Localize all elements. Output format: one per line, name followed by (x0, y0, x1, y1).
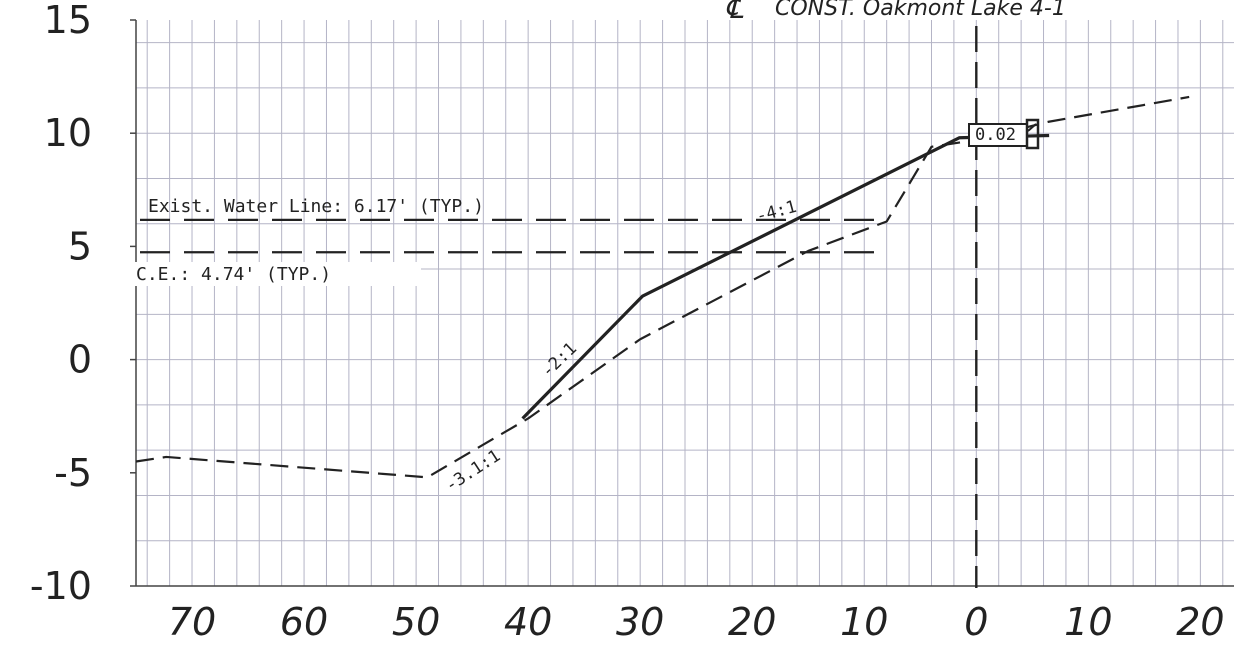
y-tick-label: 5 (68, 224, 92, 268)
slope-label-0-02: 0.02 (975, 125, 1016, 145)
x-tick-label: 70 (168, 600, 216, 644)
x-tick-label: 10 (840, 600, 888, 644)
x-tick-label: 20 (728, 600, 776, 644)
structure-marker-slash (1027, 123, 1037, 132)
y-tick-label: -5 (54, 451, 92, 495)
water-line-label: Exist. Water Line: 6.17' (TYP.) (148, 196, 484, 217)
x-tick-label: 60 (280, 600, 328, 644)
y-tick-label: 0 (68, 338, 92, 382)
x-tick-label: 20 (1176, 600, 1224, 644)
axes (130, 19, 1234, 587)
chart-title: CONST. Oakmont Lake 4-1 (775, 0, 1066, 21)
y-tick-label: -10 (30, 564, 92, 608)
grid (136, 20, 1234, 587)
reference-lines (140, 26, 978, 588)
x-tick-label: 10 (1064, 600, 1112, 644)
x-tick-label: 40 (504, 600, 552, 644)
x-tick-label: 50 (392, 600, 440, 644)
x-tick-label: 30 (616, 600, 664, 644)
ce-label-background (135, 262, 421, 286)
structure-marker (1025, 118, 1040, 150)
y-tick-label: 10 (44, 111, 92, 155)
centerline-symbol: ℄ (725, 0, 744, 25)
x-tick-label: 0 (964, 600, 988, 644)
ce-label: C.E.: 4.74' (TYP.) (136, 264, 331, 285)
annotation-marks (135, 118, 1040, 286)
y-tick-label: 15 (44, 0, 92, 42)
